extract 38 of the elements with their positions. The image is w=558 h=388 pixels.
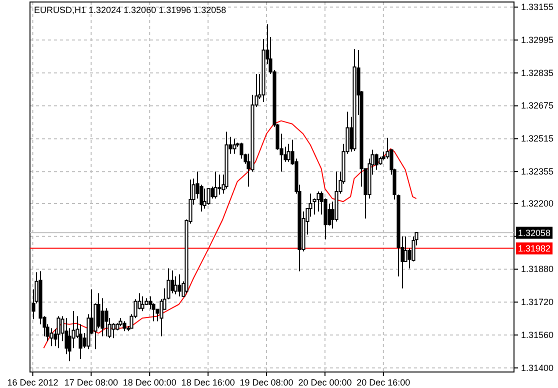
y-tick-label: 1.32355 xyxy=(521,166,554,176)
candlestick xyxy=(214,171,218,200)
candlestick xyxy=(56,316,60,349)
y-tick-label: 1.32200 xyxy=(521,198,554,208)
y-tick-label: 1.31400 xyxy=(521,362,554,373)
y-tick-label: 1.31880 xyxy=(521,264,554,274)
x-tick-label: 20 Dec 00:00 xyxy=(298,377,352,388)
candlestick xyxy=(374,153,378,170)
candlestick xyxy=(104,308,108,337)
candlestick xyxy=(178,274,182,297)
x-tick-label: 20 Dec 16:00 xyxy=(356,377,410,388)
candlestick xyxy=(122,320,126,332)
candlestick xyxy=(218,174,222,196)
candlestick xyxy=(232,138,236,154)
y-tick-label: 1.31720 xyxy=(521,296,554,307)
y-tick-label: 1.32515 xyxy=(521,134,554,144)
x-tick-label: 17 Dec 08:00 xyxy=(64,377,118,388)
candlestick xyxy=(100,298,104,337)
candlestick xyxy=(160,298,164,337)
y-tick-label: 1.31560 xyxy=(521,330,554,340)
candlestick xyxy=(50,328,54,347)
ref-line-label: 1.32058 xyxy=(518,228,551,238)
candlestick xyxy=(328,203,332,226)
x-tick-label: 18 Dec 00:00 xyxy=(122,377,176,388)
y-tick-label: 1.32835 xyxy=(521,68,554,78)
y-tick-label: 1.33155 xyxy=(521,2,554,12)
candlestick xyxy=(286,143,290,162)
y-tick-label: 1.32995 xyxy=(521,34,554,45)
y-tick-label: 1.32675 xyxy=(521,100,554,111)
x-tick-label: 18 Dec 16:00 xyxy=(181,377,235,388)
chart-title: EURUSD,H1 1.32024 1.32060 1.31996 1.32058 xyxy=(34,5,226,15)
candlestick xyxy=(206,188,210,206)
candlestick xyxy=(140,296,144,312)
candlestick xyxy=(202,188,206,210)
x-tick-label: 16 Dec 2012 xyxy=(7,377,58,388)
x-tick-label: 19 Dec 08:00 xyxy=(240,377,294,388)
ref-line-label: 1.31982 xyxy=(518,243,551,254)
candlestick xyxy=(112,322,116,339)
